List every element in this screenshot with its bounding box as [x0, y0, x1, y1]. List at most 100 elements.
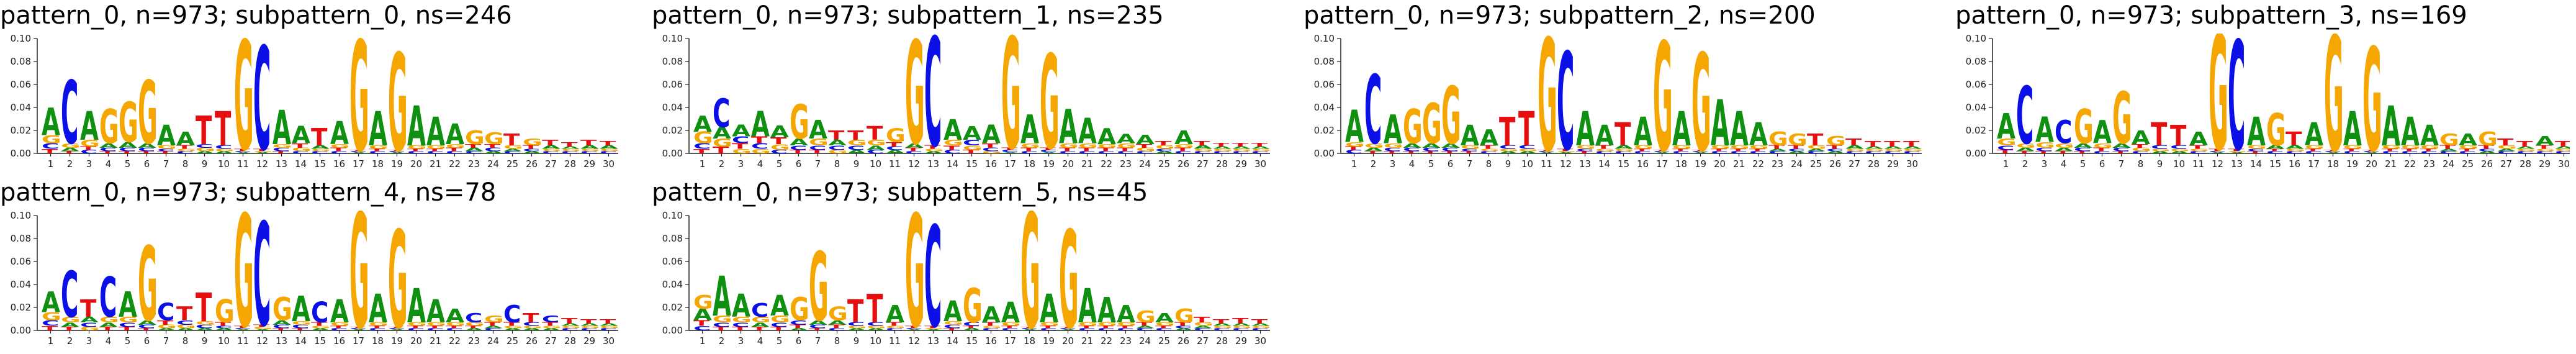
letter-t: T: [1059, 147, 1075, 152]
letter-g: G: [2170, 148, 2190, 152]
letter-t: T: [809, 327, 826, 331]
letter-g: G: [2516, 148, 2536, 152]
letter-t: T: [1711, 148, 1727, 152]
letter-c: C: [2343, 150, 2361, 154]
letter-g: G: [809, 137, 829, 148]
letter-a: A: [1480, 125, 1498, 151]
x-tick-label: 11: [889, 335, 901, 347]
x-tick-label: 19: [391, 335, 403, 347]
y-tick-label: 0.02: [11, 125, 31, 136]
letter-t: T: [369, 325, 385, 329]
letter-t: T: [1538, 150, 1554, 152]
letter-t: T: [253, 148, 270, 152]
x-tick-label: 8: [182, 158, 189, 170]
x-tick-label: 14: [295, 158, 307, 170]
letter-a: A: [809, 319, 827, 326]
x-tick-label: 3: [738, 335, 744, 347]
letter-a: A: [732, 288, 750, 325]
x-tick-label: 13: [276, 158, 287, 170]
panel-title: pattern_0, n=973; subpattern_5, ns=45: [652, 178, 1148, 207]
letter-a: A: [1653, 152, 1672, 154]
letter-t: T: [580, 318, 597, 325]
letter-a: A: [713, 265, 731, 329]
letter-c: C: [196, 143, 213, 149]
letter-a: A: [770, 289, 789, 322]
letter-t: T: [2209, 148, 2225, 152]
letter-a: A: [1518, 150, 1538, 154]
x-tick-label: 11: [237, 158, 249, 170]
letter-g: G: [2555, 148, 2570, 152]
letter-a: A: [561, 146, 580, 150]
letter-t: T: [1020, 327, 1037, 329]
letter-g: G: [790, 96, 809, 150]
letter-t: T: [751, 326, 767, 332]
x-tick-label: 25: [2462, 158, 2474, 170]
letter-c: C: [407, 327, 425, 331]
letter-g: G: [61, 315, 81, 324]
letter-a: A: [2016, 147, 2035, 152]
letter-t: T: [1403, 150, 1420, 154]
letter-t: T: [157, 150, 174, 154]
x-tick-label: 28: [1868, 158, 1880, 170]
letter-c: C: [1538, 151, 1555, 153]
panel-title: pattern_0, n=973; subpattern_1, ns=235: [652, 1, 1164, 30]
letter-c: C: [61, 63, 78, 164]
letter-g: G: [369, 145, 389, 150]
letter-t: T: [2439, 145, 2456, 150]
letter-t: T: [2151, 116, 2168, 153]
letter-a: A: [2247, 109, 2266, 155]
letter-a: A: [2324, 152, 2343, 154]
letter-t: T: [943, 327, 960, 331]
letter-a: A: [292, 122, 310, 150]
x-tick-label: 6: [144, 335, 150, 347]
letter-a: A: [1384, 107, 1402, 153]
letter-a: A: [2055, 147, 2074, 152]
letter-c: C: [2420, 150, 2438, 154]
x-tick-label: 7: [815, 158, 821, 170]
y-tick-label: 0.00: [1966, 148, 1986, 159]
letter-c: C: [1194, 150, 1211, 154]
letter-c: C: [1155, 327, 1173, 331]
letter-g: G: [1136, 147, 1156, 152]
letter-a: A: [234, 329, 253, 331]
letter-g: G: [790, 291, 809, 328]
letter-a: A: [1097, 291, 1116, 331]
x-tick-label: 21: [2385, 158, 2397, 170]
letter-c: C: [847, 144, 865, 152]
letter-g: G: [42, 310, 61, 323]
letter-a: A: [176, 129, 195, 150]
letter-g: G: [751, 148, 771, 155]
letter-t: T: [311, 124, 327, 152]
letter-g: G: [2305, 145, 2325, 150]
letter-c: C: [809, 324, 826, 329]
x-tick-label: 19: [1043, 335, 1055, 347]
letter-t: T: [886, 141, 903, 148]
letter-t: T: [1441, 150, 1458, 154]
letter-g: G: [234, 211, 254, 350]
letter-c: C: [523, 148, 540, 152]
letter-g: G: [272, 291, 292, 328]
letter-a: A: [2382, 94, 2400, 159]
x-tick-label: 25: [507, 335, 518, 347]
letter-g: G: [1155, 145, 1175, 150]
letter-t: T: [1001, 147, 1018, 151]
x-tick-label: 5: [1428, 158, 1434, 170]
letter-g: G: [311, 148, 331, 152]
letter-g: G: [982, 325, 1002, 329]
letter-t: T: [1345, 145, 1361, 151]
letter-a: A: [484, 150, 503, 154]
y-tick-label: 0.10: [662, 211, 683, 221]
letter-c: C: [982, 327, 999, 331]
letter-a: A: [253, 329, 272, 331]
letter-c: C: [465, 311, 482, 326]
letter-c: C: [2247, 148, 2264, 152]
x-tick-label: 30: [1906, 158, 1918, 170]
letter-a: A: [196, 327, 215, 331]
letter-g: G: [1865, 148, 1885, 152]
letter-c: C: [1001, 149, 1019, 153]
y-tick-label: 0.06: [1966, 79, 1986, 90]
letter-c: C: [1672, 150, 1690, 154]
letter-t: T: [1807, 131, 1824, 149]
letter-g: G: [828, 149, 848, 155]
letter-a: A: [1001, 296, 1020, 329]
